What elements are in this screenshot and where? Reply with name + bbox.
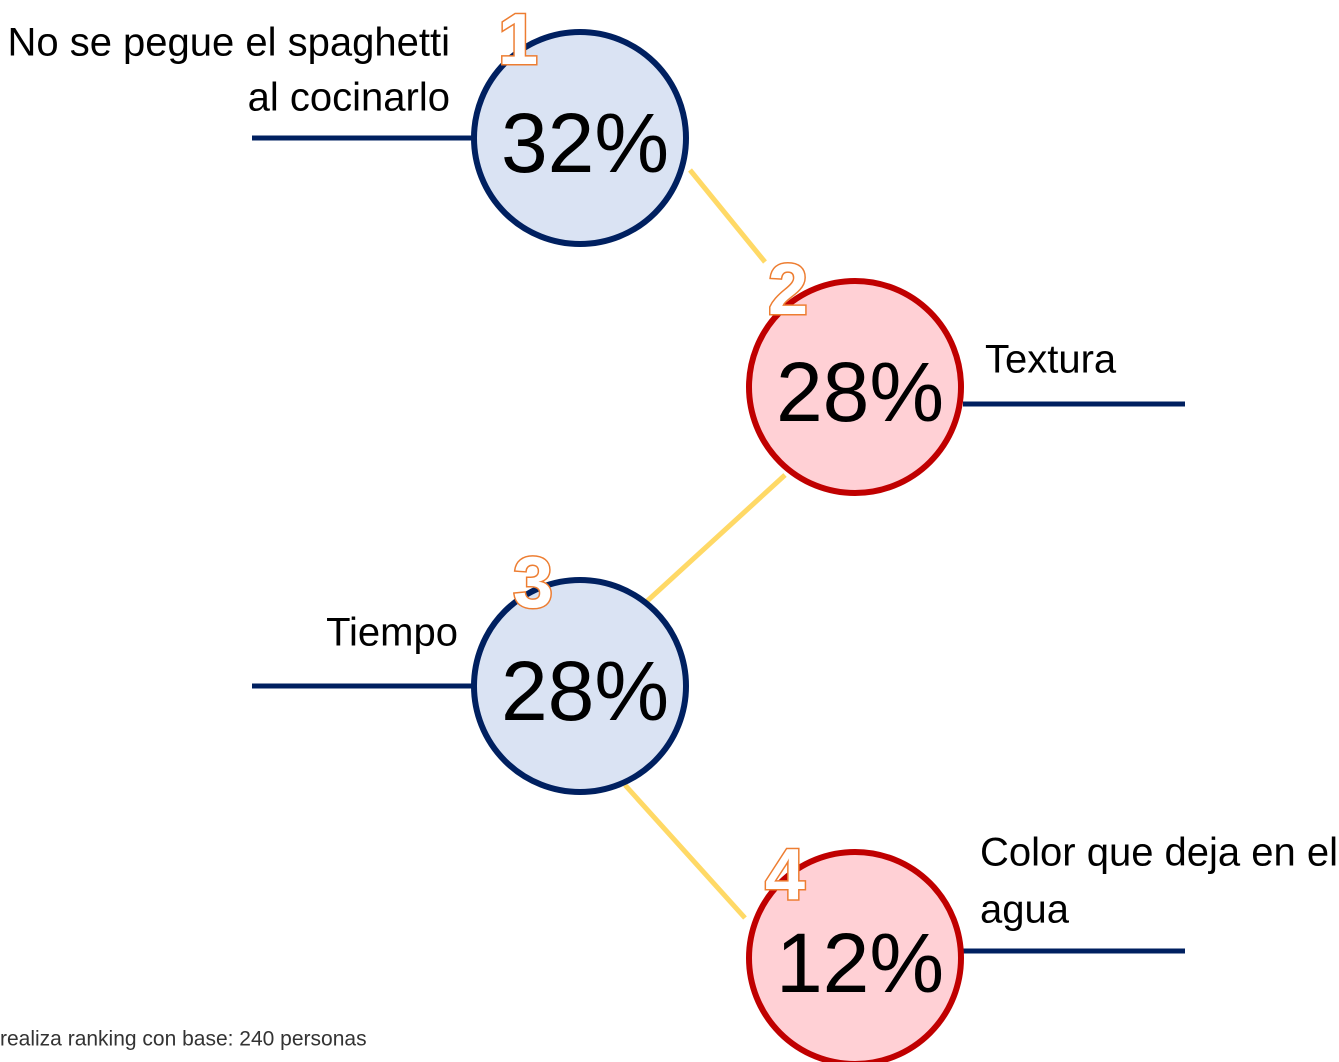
footnote: realiza ranking con base: 240 personas <box>0 1028 367 1051</box>
node-label: Tiempo <box>326 611 458 655</box>
node-value: 12% <box>776 916 944 1010</box>
connector <box>643 473 787 605</box>
node-circle <box>746 849 964 1062</box>
connector <box>623 783 747 920</box>
node-rank: 4 <box>765 835 805 915</box>
node-label: Textura <box>985 338 1117 382</box>
connectors <box>623 168 787 920</box>
node-label: agua <box>980 888 1070 932</box>
node-rank: 3 <box>513 543 553 623</box>
node-value: 28% <box>501 644 669 738</box>
node-circle <box>746 278 964 496</box>
connector <box>688 168 767 264</box>
node-label: Color que deja en el <box>980 831 1338 875</box>
node-label: No se pegue el spaghetti <box>7 21 450 65</box>
node-label: al cocinarlo <box>248 76 450 120</box>
node-rank: 2 <box>768 250 808 330</box>
node-circle <box>471 577 689 795</box>
node-value: 28% <box>776 345 944 439</box>
node-circle <box>471 29 689 247</box>
node-rank: 1 <box>498 0 538 80</box>
node-value: 32% <box>501 96 669 190</box>
